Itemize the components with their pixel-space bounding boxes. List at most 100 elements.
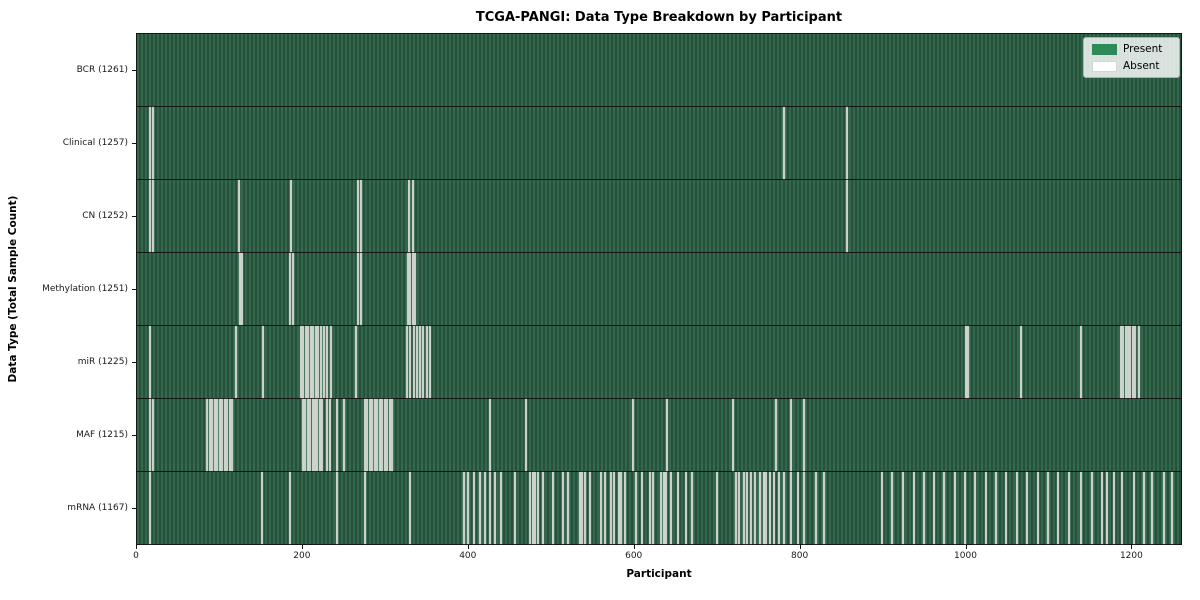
legend-item-present: Present <box>1092 43 1171 55</box>
absent-mark <box>777 472 780 544</box>
absent-mark <box>514 472 517 544</box>
absent-mark <box>603 472 606 544</box>
absent-mark <box>390 399 393 471</box>
x-tick-label: 600 <box>625 551 643 561</box>
absent-mark <box>995 472 998 544</box>
y-tick-mark <box>132 435 136 437</box>
x-tick-mark <box>1131 545 1133 549</box>
absent-mark <box>467 472 470 544</box>
absent-mark <box>617 472 620 544</box>
absent-mark <box>299 326 302 398</box>
absent-mark <box>226 399 229 471</box>
absent-mark <box>578 472 581 544</box>
absent-mark <box>758 472 761 544</box>
absent-mark <box>963 472 966 544</box>
absent-mark <box>803 399 806 471</box>
absent-mark <box>790 472 793 544</box>
absent-mark <box>149 326 152 398</box>
absent-mark <box>1090 472 1093 544</box>
absent-mark <box>329 326 332 398</box>
absent-mark <box>366 399 369 471</box>
y-tick-mark <box>132 289 136 290</box>
absent-mark <box>662 472 665 544</box>
absent-mark <box>762 472 765 544</box>
absent-mark <box>149 107 152 179</box>
absent-mark <box>536 472 539 544</box>
plot-area <box>136 33 1182 545</box>
absent-mark <box>660 472 663 544</box>
absent-mark <box>953 472 956 544</box>
absent-mark <box>635 472 638 544</box>
absent-mark <box>368 399 371 471</box>
absent-mark <box>301 399 304 471</box>
absent-mark <box>624 472 627 544</box>
absent-mark <box>306 399 309 471</box>
chart-title: TCGA-PANGI: Data Type Breakdown by Parti… <box>475 10 843 25</box>
absent-mark <box>1068 472 1071 544</box>
x-tick-label: 200 <box>293 551 311 561</box>
absent-mark <box>291 253 294 325</box>
absent-mark <box>783 472 786 544</box>
absent-mark <box>411 253 414 325</box>
absent-mark <box>529 472 532 544</box>
absent-mark <box>316 399 319 471</box>
absent-mark <box>746 472 749 544</box>
absent-mark <box>289 253 292 325</box>
absent-mark <box>599 472 602 544</box>
x-tick-mark <box>799 545 801 549</box>
absent-mark <box>562 472 565 544</box>
absent-mark <box>328 399 331 471</box>
absent-mark <box>912 472 915 544</box>
absent-mark <box>1129 326 1132 398</box>
absent-mark <box>309 326 312 398</box>
absent-mark <box>235 326 238 398</box>
absent-mark <box>493 472 496 544</box>
absent-mark <box>216 399 219 471</box>
absent-mark <box>314 399 316 471</box>
absent-swatch-icon <box>1092 60 1117 72</box>
absent-mark <box>1016 472 1019 544</box>
y-axis-label: Data Type (Total Sample Count) <box>7 195 19 383</box>
absent-mark <box>228 399 231 471</box>
absent-mark <box>386 399 389 471</box>
absent-mark <box>1127 326 1129 398</box>
absent-mark <box>149 472 152 544</box>
absent-mark <box>321 399 324 471</box>
y-tick-label: MAF (1215) <box>76 430 128 441</box>
absent-mark <box>783 107 786 179</box>
absent-mark <box>378 399 381 471</box>
absent-mark <box>845 180 848 252</box>
x-tick-mark <box>467 545 469 549</box>
absent-mark <box>335 399 338 471</box>
absent-mark <box>1137 326 1140 398</box>
legend-item-absent: Absent <box>1092 60 1171 72</box>
y-tick-label: mRNA (1167) <box>67 503 128 514</box>
absent-mark <box>1124 326 1127 398</box>
absent-mark <box>891 472 894 544</box>
absent-mark <box>149 399 152 471</box>
absent-mark <box>409 472 412 544</box>
absent-mark <box>1170 472 1173 544</box>
absent-mark <box>732 399 735 471</box>
absent-mark <box>425 326 428 398</box>
absent-mark <box>588 472 591 544</box>
heatmap-row-cn <box>137 180 1181 253</box>
absent-mark <box>583 472 586 544</box>
absent-mark <box>488 399 491 471</box>
absent-mark <box>612 472 615 544</box>
absent-mark <box>221 399 224 471</box>
absent-mark <box>670 472 672 544</box>
absent-mark <box>309 399 312 471</box>
absent-mark <box>690 472 693 544</box>
x-tick-label: 1200 <box>1119 551 1143 561</box>
absent-mark <box>773 472 776 544</box>
absent-mark <box>541 472 544 544</box>
absent-mark <box>323 326 326 398</box>
absent-mark <box>531 472 534 544</box>
heatmap-row-mir <box>137 326 1181 399</box>
absent-mark <box>342 399 345 471</box>
absent-mark <box>151 180 154 252</box>
y-tick-label: BCR (1261) <box>76 64 128 75</box>
absent-mark <box>631 399 634 471</box>
